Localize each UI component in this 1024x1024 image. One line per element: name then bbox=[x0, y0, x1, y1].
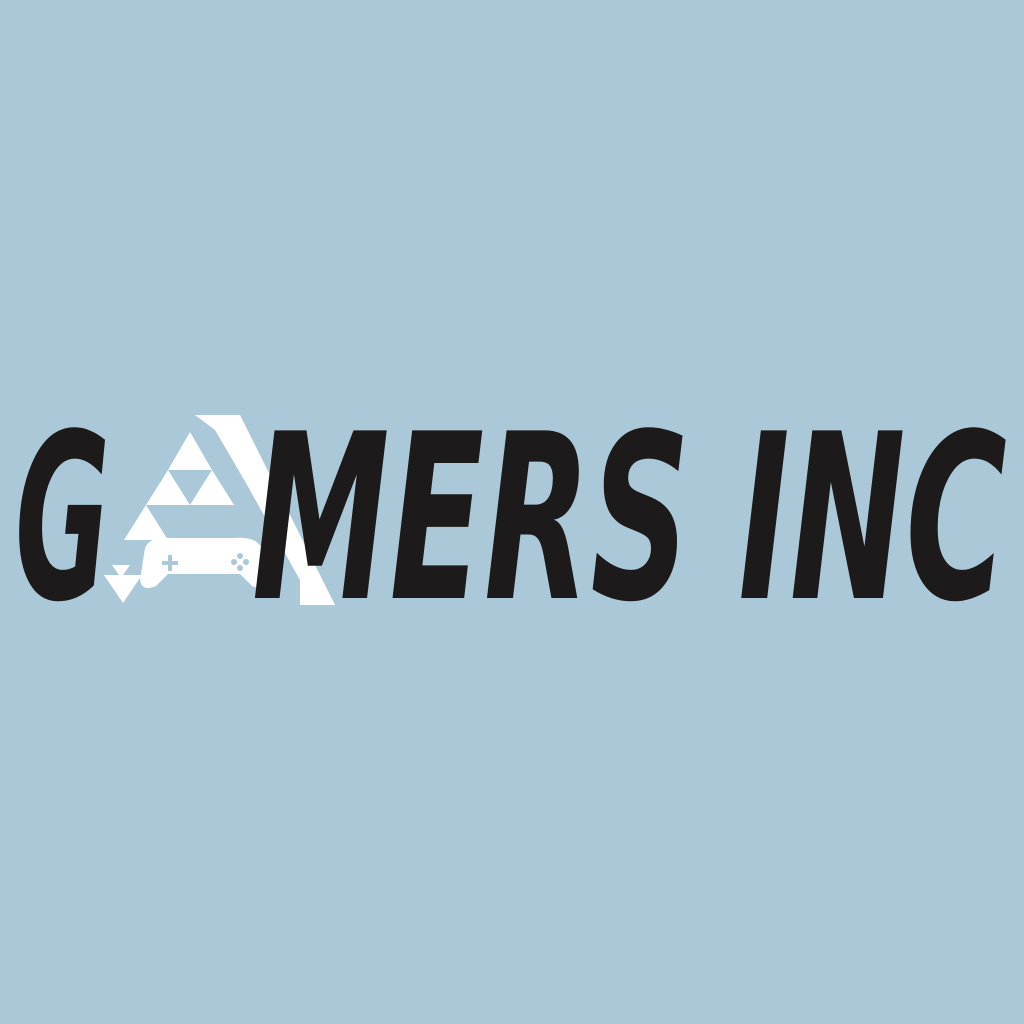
triangle bbox=[104, 575, 142, 603]
logo-tail-text: MERS INC bbox=[252, 386, 1007, 653]
a-controller-emblem bbox=[104, 415, 335, 605]
triangle bbox=[124, 505, 168, 540]
controller bbox=[140, 537, 268, 588]
triangle bbox=[190, 470, 234, 505]
logo-lead-letter: G bbox=[15, 386, 110, 653]
a-right-stroke bbox=[195, 415, 335, 605]
triangle bbox=[112, 565, 130, 578]
controller-buttons bbox=[162, 553, 249, 571]
triangle bbox=[146, 470, 190, 505]
triangle bbox=[168, 432, 212, 470]
